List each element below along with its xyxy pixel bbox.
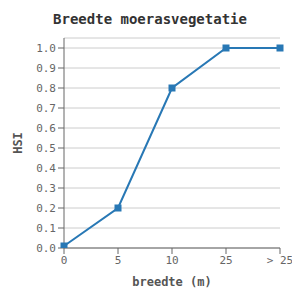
svg-text:10: 10	[165, 254, 178, 267]
svg-text:0.3: 0.3	[36, 182, 56, 195]
html-text:Breedte moerasvegetatie: Breedte moerasvegetatie	[53, 11, 247, 27]
svg-text:> 25: > 25	[267, 254, 292, 267]
svg-text:5: 5	[115, 254, 122, 267]
svg-text:0.9: 0.9	[36, 62, 56, 75]
svg-text:1.0: 1.0	[36, 42, 56, 55]
svg-text:0.5: 0.5	[36, 142, 56, 155]
svg-text:0.2: 0.2	[36, 202, 56, 215]
svg-text:0.0: 0.0	[36, 242, 56, 255]
svg-text:0: 0	[61, 254, 68, 267]
svg-text:0.8: 0.8	[36, 82, 56, 95]
svg-text:25: 25	[219, 254, 232, 267]
svg-text:0.7: 0.7	[36, 102, 56, 115]
svg-text:0.4: 0.4	[36, 162, 56, 175]
svg-text:HSI: HSI	[11, 132, 25, 154]
svg-text:0.6: 0.6	[36, 122, 56, 135]
svg-text:breedte (m): breedte (m)	[132, 275, 211, 289]
svg-text:0.1: 0.1	[36, 222, 56, 235]
